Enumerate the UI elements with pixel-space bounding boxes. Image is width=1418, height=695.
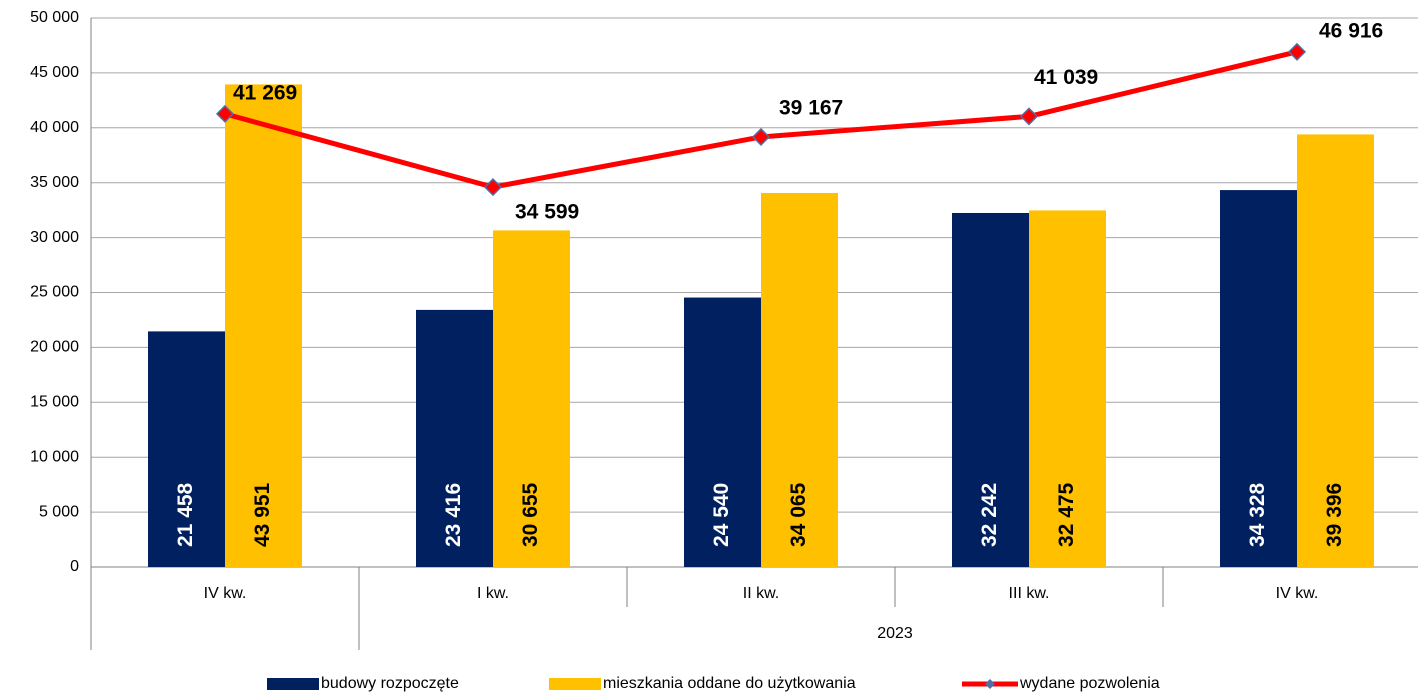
x-tick-label: IV kw. (1276, 585, 1319, 602)
bar (493, 230, 570, 568)
line-marker (1019, 107, 1039, 126)
line-marker (1287, 42, 1307, 61)
bar-value-label: 34 065 (787, 482, 810, 547)
bar-value-label: 23 416 (442, 483, 465, 547)
y-tick-label: 30 000 (30, 229, 79, 246)
y-tick-label: 40 000 (30, 119, 79, 136)
bar (1297, 134, 1374, 567)
line-value-label: 41 269 (233, 81, 297, 104)
y-tick-label: 25 000 (30, 284, 79, 301)
bar (225, 84, 302, 567)
x-tick-label: III kw. (1009, 585, 1050, 602)
bar (416, 309, 493, 567)
y-tick-label: 20 000 (30, 339, 79, 356)
y-tick-label: 45 000 (30, 64, 79, 81)
bar (684, 297, 761, 567)
x-tick-label: I kw. (477, 585, 509, 602)
bar-value-label: 32 475 (1055, 482, 1078, 547)
bar (952, 212, 1029, 567)
legend-swatch (267, 678, 319, 690)
y-tick-label: 5 000 (39, 503, 79, 520)
y-tick-label: 35 000 (30, 174, 79, 191)
line-value-label: 34 599 (515, 201, 579, 224)
line-value-label: 46 916 (1319, 19, 1383, 42)
legend-marker (985, 679, 995, 689)
line-value-label: 41 039 (1034, 66, 1098, 89)
line-marker (751, 127, 771, 147)
legend-label: wydane pozwolenia (1019, 675, 1160, 692)
line-value-label: 39 167 (779, 96, 843, 119)
bar-value-label: 43 951 (251, 482, 274, 547)
line-marker (215, 104, 235, 123)
bar (1220, 190, 1297, 568)
bar (148, 331, 225, 567)
bar-value-label: 32 242 (978, 483, 1001, 547)
bar (761, 192, 838, 567)
bar-value-label: 21 458 (174, 482, 197, 547)
y-tick-label: 50 000 (30, 9, 79, 26)
bar-value-label: 30 655 (519, 482, 542, 547)
y-tick-label: 10 000 (30, 448, 79, 465)
group-label: 2023 (877, 625, 913, 642)
y-tick-label: 0 (70, 558, 79, 575)
line-marker (483, 178, 503, 197)
bar (1029, 210, 1106, 567)
line (224, 49, 1298, 190)
x-tick-label: II kw. (743, 585, 779, 602)
bar-value-label: 34 328 (1246, 482, 1269, 547)
x-tick-label: IV kw. (204, 585, 247, 602)
bar-value-label: 24 540 (710, 483, 733, 547)
bar-value-label: 39 396 (1323, 483, 1346, 547)
legend-label: mieszkania oddane do użytkowania (603, 675, 856, 692)
legend-label: budowy rozpoczęte (321, 675, 459, 692)
legend-swatch (549, 678, 601, 690)
y-tick-label: 15 000 (30, 394, 79, 411)
